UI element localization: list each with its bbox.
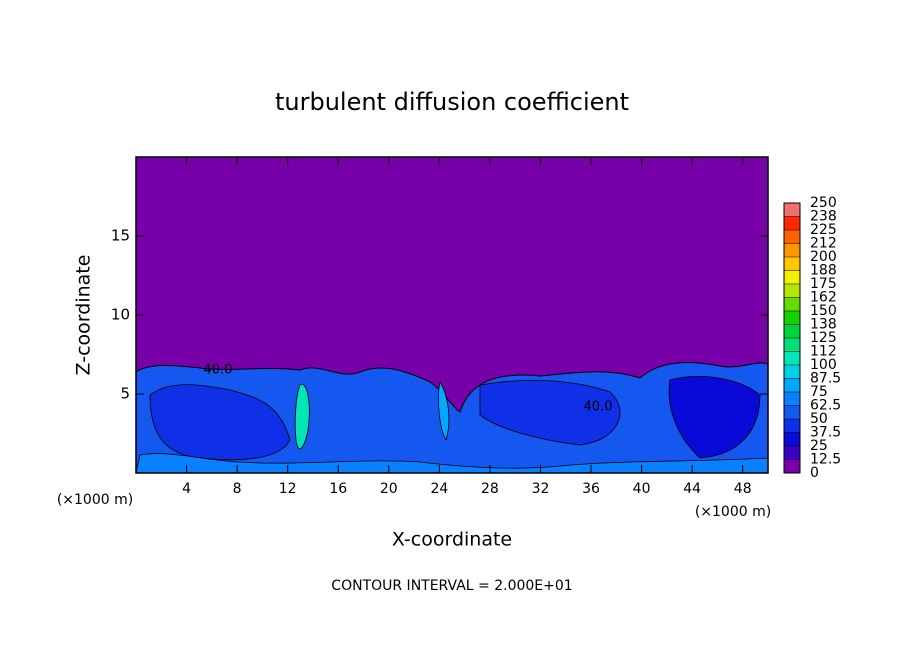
- colorbar-tick-label: 100: [810, 357, 837, 373]
- x-tick-label: 28: [481, 481, 499, 497]
- field-region: [135, 453, 769, 474]
- colorbar-band: [784, 338, 800, 352]
- colorbar-tick-label: 188: [810, 263, 837, 279]
- field-region: [135, 361, 769, 474]
- contour-label: 40.0: [584, 400, 613, 415]
- x-tick-label: 20: [380, 481, 398, 497]
- x-axis-label: X-coordinate: [392, 529, 512, 551]
- colorbar-tick-label: 87.5: [810, 371, 841, 387]
- colorbar-tick-label: 250: [810, 195, 837, 211]
- x-tick-label: 44: [683, 481, 701, 497]
- colorbar-tick-label: 0: [810, 465, 819, 481]
- colorbar-band: [784, 203, 800, 217]
- field-region: [438, 380, 450, 441]
- colorbar-band: [784, 216, 800, 230]
- colorbar-band: [784, 351, 800, 365]
- colorbar-tick-label: 138: [810, 317, 837, 333]
- colorbar-tick-label: 125: [810, 330, 837, 346]
- colorbar-tick-label: 150: [810, 303, 837, 319]
- colorbar-band: [784, 243, 800, 257]
- colorbar-tick-label: 25: [810, 438, 828, 454]
- field: [135, 157, 769, 474]
- colorbar-band: [784, 432, 800, 446]
- x-unit-label: (×1000 m): [695, 504, 771, 520]
- colorbar-band: [784, 419, 800, 433]
- x-tick-label: 12: [279, 481, 297, 497]
- colorbar-tick-label: 212: [810, 236, 837, 252]
- colorbar-band: [784, 270, 800, 284]
- x-tick-label: 4: [182, 481, 191, 497]
- colorbar-band: [784, 257, 800, 271]
- y-tick-label: 5: [120, 385, 130, 403]
- colorbar-band: [784, 324, 800, 338]
- colorbar-tick-label: 175: [810, 276, 837, 292]
- y-tick-label: 10: [111, 306, 130, 324]
- colorbar-tick-label: 62.5: [810, 398, 841, 414]
- x-tick-label: 48: [734, 481, 752, 497]
- field-region: [149, 384, 291, 461]
- colorbar-tick-label: 225: [810, 222, 837, 238]
- field-region: [479, 380, 621, 446]
- contour-label: 40.0: [204, 363, 233, 378]
- colorbar-band: [784, 459, 800, 473]
- colorbar-band: [784, 405, 800, 419]
- x-tick-label: 32: [532, 481, 550, 497]
- colorbar-tick-label: 238: [810, 209, 837, 225]
- colorbar-tick-label: 12.5: [810, 452, 841, 468]
- colorbar-band: [784, 392, 800, 406]
- x-tick-label: 8: [233, 481, 242, 497]
- colorbar-tick-label: 162: [810, 290, 837, 306]
- colorbar-tick-label: 50: [810, 411, 828, 427]
- colorbar-band: [784, 284, 800, 298]
- x-tick-label: 24: [430, 481, 448, 497]
- colorbar-band: [784, 230, 800, 244]
- colorbar-band: [784, 297, 800, 311]
- colorbar-tick-label: 112: [810, 344, 837, 360]
- colorbar-tick-label: 75: [810, 384, 828, 400]
- field-region: [294, 383, 310, 450]
- colorbar-tick-label: 200: [810, 249, 837, 265]
- colorbar-band: [784, 446, 800, 460]
- chart-title: turbulent diffusion coefficient: [275, 88, 629, 116]
- footer: CONTOUR INTERVAL = 2.000E+01: [331, 578, 572, 594]
- field-region: [668, 376, 761, 459]
- y-tick-label: 15: [111, 227, 130, 245]
- x-tick-label: 40: [633, 481, 651, 497]
- y-axis-label: Z-coordinate: [73, 255, 95, 376]
- x-tick-label: 16: [329, 481, 347, 497]
- colorbar-band: [784, 365, 800, 379]
- x-unit-label: (×1000 m): [57, 492, 133, 508]
- colorbar-band: [784, 378, 800, 392]
- colorbar-band: [784, 311, 800, 325]
- colorbar-tick-label: 37.5: [810, 425, 841, 441]
- x-tick-label: 36: [582, 481, 600, 497]
